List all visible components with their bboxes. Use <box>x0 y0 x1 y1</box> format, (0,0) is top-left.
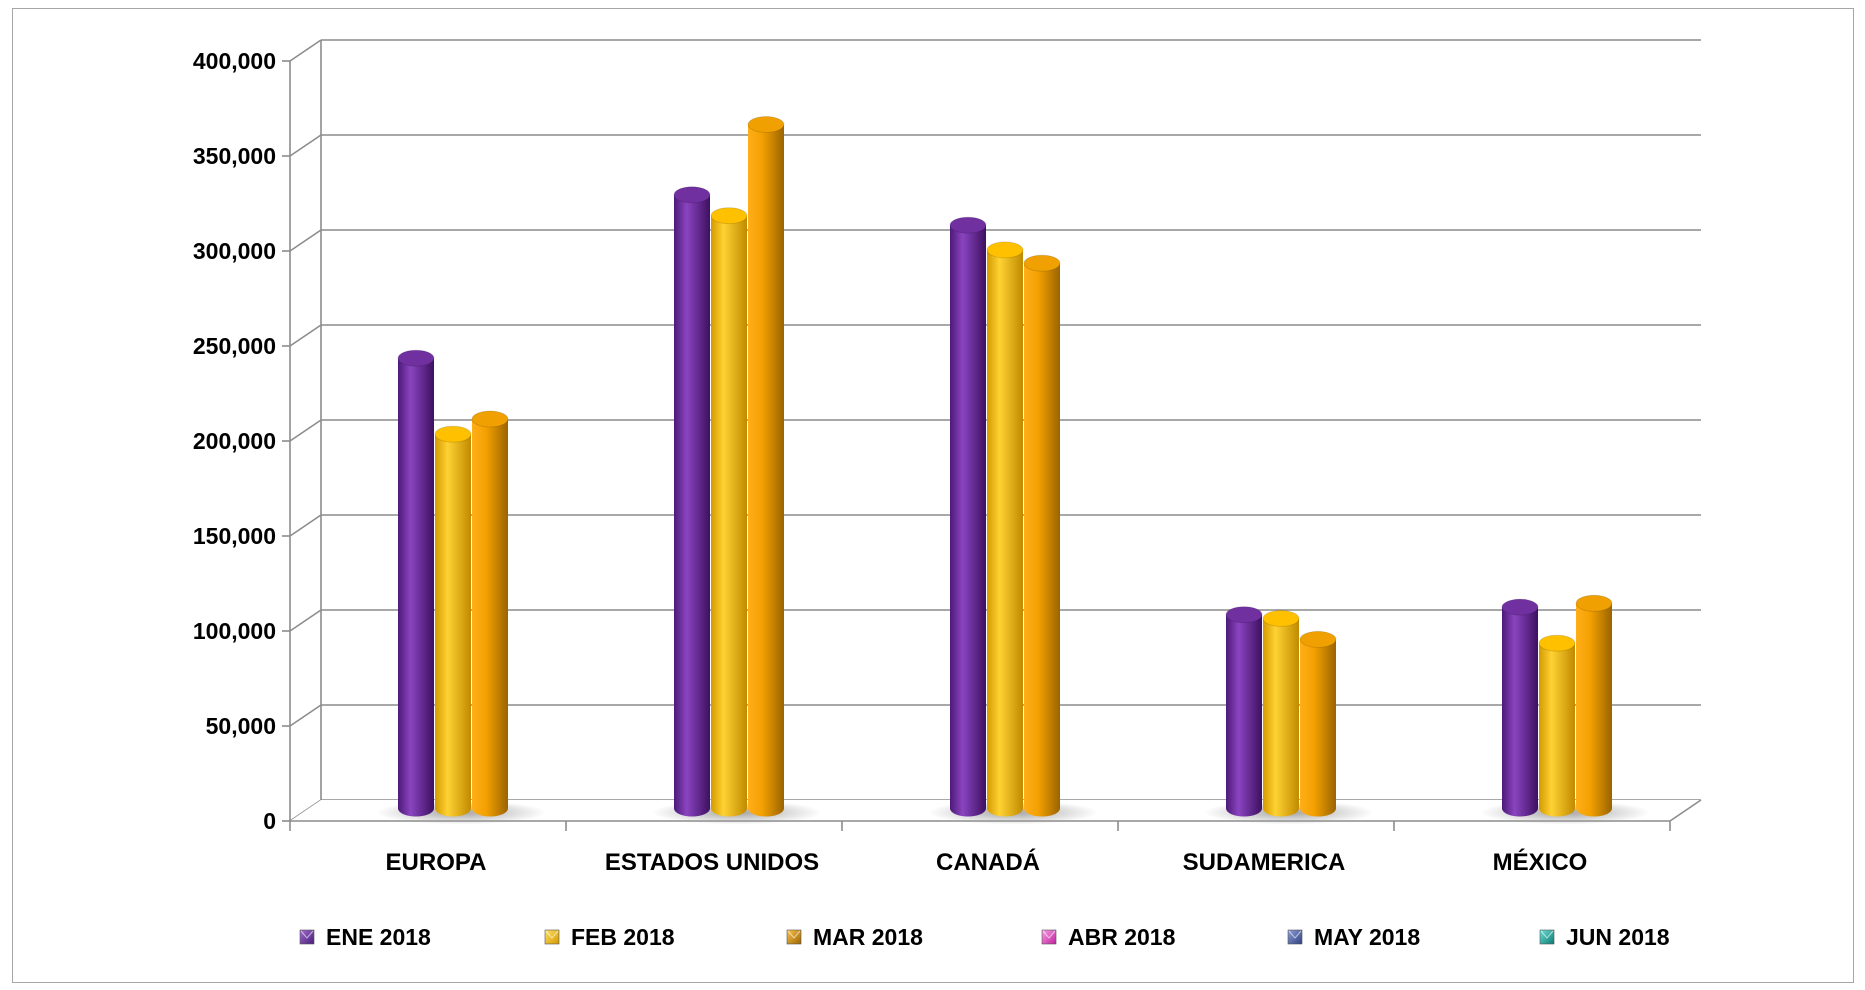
x-category-label: ESTADOS UNIDOS <box>605 849 819 876</box>
bar-top <box>949 216 987 234</box>
legend-label: JUN 2018 <box>1566 924 1670 950</box>
y-tick-label: 200,000 <box>193 428 276 454</box>
legend-swatch-bevel <box>787 930 801 939</box>
bar-body <box>987 249 1023 817</box>
bar-top <box>434 425 472 443</box>
legend-swatch-bevel <box>1042 930 1056 939</box>
x-category-label: CANADÁ <box>936 848 1040 876</box>
bar <box>397 349 435 817</box>
legend-item: MAY 2018 <box>1287 924 1420 950</box>
bar-top <box>673 186 711 204</box>
legend-item: ABR 2018 <box>1041 924 1176 950</box>
bar-top <box>1262 610 1300 627</box>
bar <box>471 410 509 817</box>
floor-right-edge <box>1669 799 1702 822</box>
y-tick-label: 150,000 <box>193 523 276 549</box>
bar-body <box>674 194 710 817</box>
y-tick-label: 350,000 <box>193 143 276 169</box>
bar-body <box>1263 618 1299 817</box>
bar-body <box>1300 639 1336 817</box>
bar <box>1225 606 1263 817</box>
bar-body <box>1024 263 1060 817</box>
bar-body <box>711 215 747 817</box>
bar-body <box>748 124 784 817</box>
bar-top <box>986 241 1024 259</box>
bar <box>673 186 711 817</box>
bar-top <box>1501 598 1539 616</box>
bar-top <box>1023 254 1061 272</box>
legend-item: FEB 2018 <box>544 924 675 950</box>
bar <box>1501 598 1539 817</box>
bar <box>1262 610 1300 817</box>
bar <box>949 216 987 817</box>
bar-body <box>1576 603 1612 817</box>
bars <box>376 116 1650 825</box>
bar-top <box>1575 594 1613 612</box>
gridline-depth <box>289 134 322 157</box>
y-tick-label: 100,000 <box>193 618 276 644</box>
legend-label: MAY 2018 <box>1314 924 1420 950</box>
bar-body <box>1226 614 1262 817</box>
bar <box>1023 254 1061 817</box>
y-tick-label: 50,000 <box>206 713 276 739</box>
y-tick-label: 400,000 <box>193 48 276 74</box>
axis-labels: 0 50,000 100,000 150,000 200,000 250,000 300,0… <box>193 48 1587 876</box>
x-category-label: EUROPA <box>386 849 487 876</box>
gridline-depth <box>289 229 322 252</box>
bar-top <box>1225 606 1263 624</box>
gridline-depth <box>289 514 322 537</box>
legend-swatch-bevel <box>1288 930 1302 939</box>
bar-body <box>398 358 434 817</box>
bar-body <box>435 434 471 817</box>
legend-swatch-bevel <box>545 930 559 939</box>
legend-label: MAR 2018 <box>813 924 923 950</box>
legend-item: MAR 2018 <box>786 924 923 950</box>
bar-top <box>1538 634 1576 652</box>
bar <box>1538 634 1576 817</box>
y-tick-label: 300,000 <box>193 238 276 264</box>
bar <box>986 241 1024 817</box>
legend-swatch-bevel <box>300 930 314 939</box>
gridline-depth <box>289 39 322 62</box>
y-tick-label: 0 <box>263 808 276 834</box>
bar-top <box>397 349 435 367</box>
bar <box>1299 631 1337 817</box>
legend: ENE 2018 FEB 2018 MAR 2018 ABR 2018 MAY 2018… <box>299 924 1670 950</box>
legend-label: ENE 2018 <box>326 924 431 950</box>
bar-body <box>950 225 986 817</box>
bar-body <box>472 419 508 817</box>
bar-body <box>1539 643 1575 817</box>
bar <box>710 207 748 817</box>
y-tick-label: 250,000 <box>193 333 276 359</box>
bar-body <box>1502 607 1538 817</box>
gridline-depth <box>289 704 322 727</box>
x-category-label: SUDAMERICA <box>1183 849 1346 876</box>
legend-item: JUN 2018 <box>1539 924 1670 950</box>
legend-label: FEB 2018 <box>571 924 675 950</box>
legend-item: ENE 2018 <box>299 924 431 950</box>
bar <box>1575 594 1613 817</box>
bar <box>434 425 472 817</box>
bar-top <box>747 116 785 133</box>
gridline-depth <box>289 419 322 442</box>
bar-top <box>710 207 748 225</box>
gridline-depth <box>289 609 322 632</box>
bar-top <box>1299 631 1337 648</box>
legend-label: ABR 2018 <box>1068 924 1176 950</box>
gridline-depth <box>289 324 322 347</box>
bar <box>747 116 785 817</box>
bar-top <box>471 410 509 428</box>
x-category-label: MÉXICO <box>1493 848 1588 876</box>
legend-swatch-bevel <box>1540 930 1554 939</box>
